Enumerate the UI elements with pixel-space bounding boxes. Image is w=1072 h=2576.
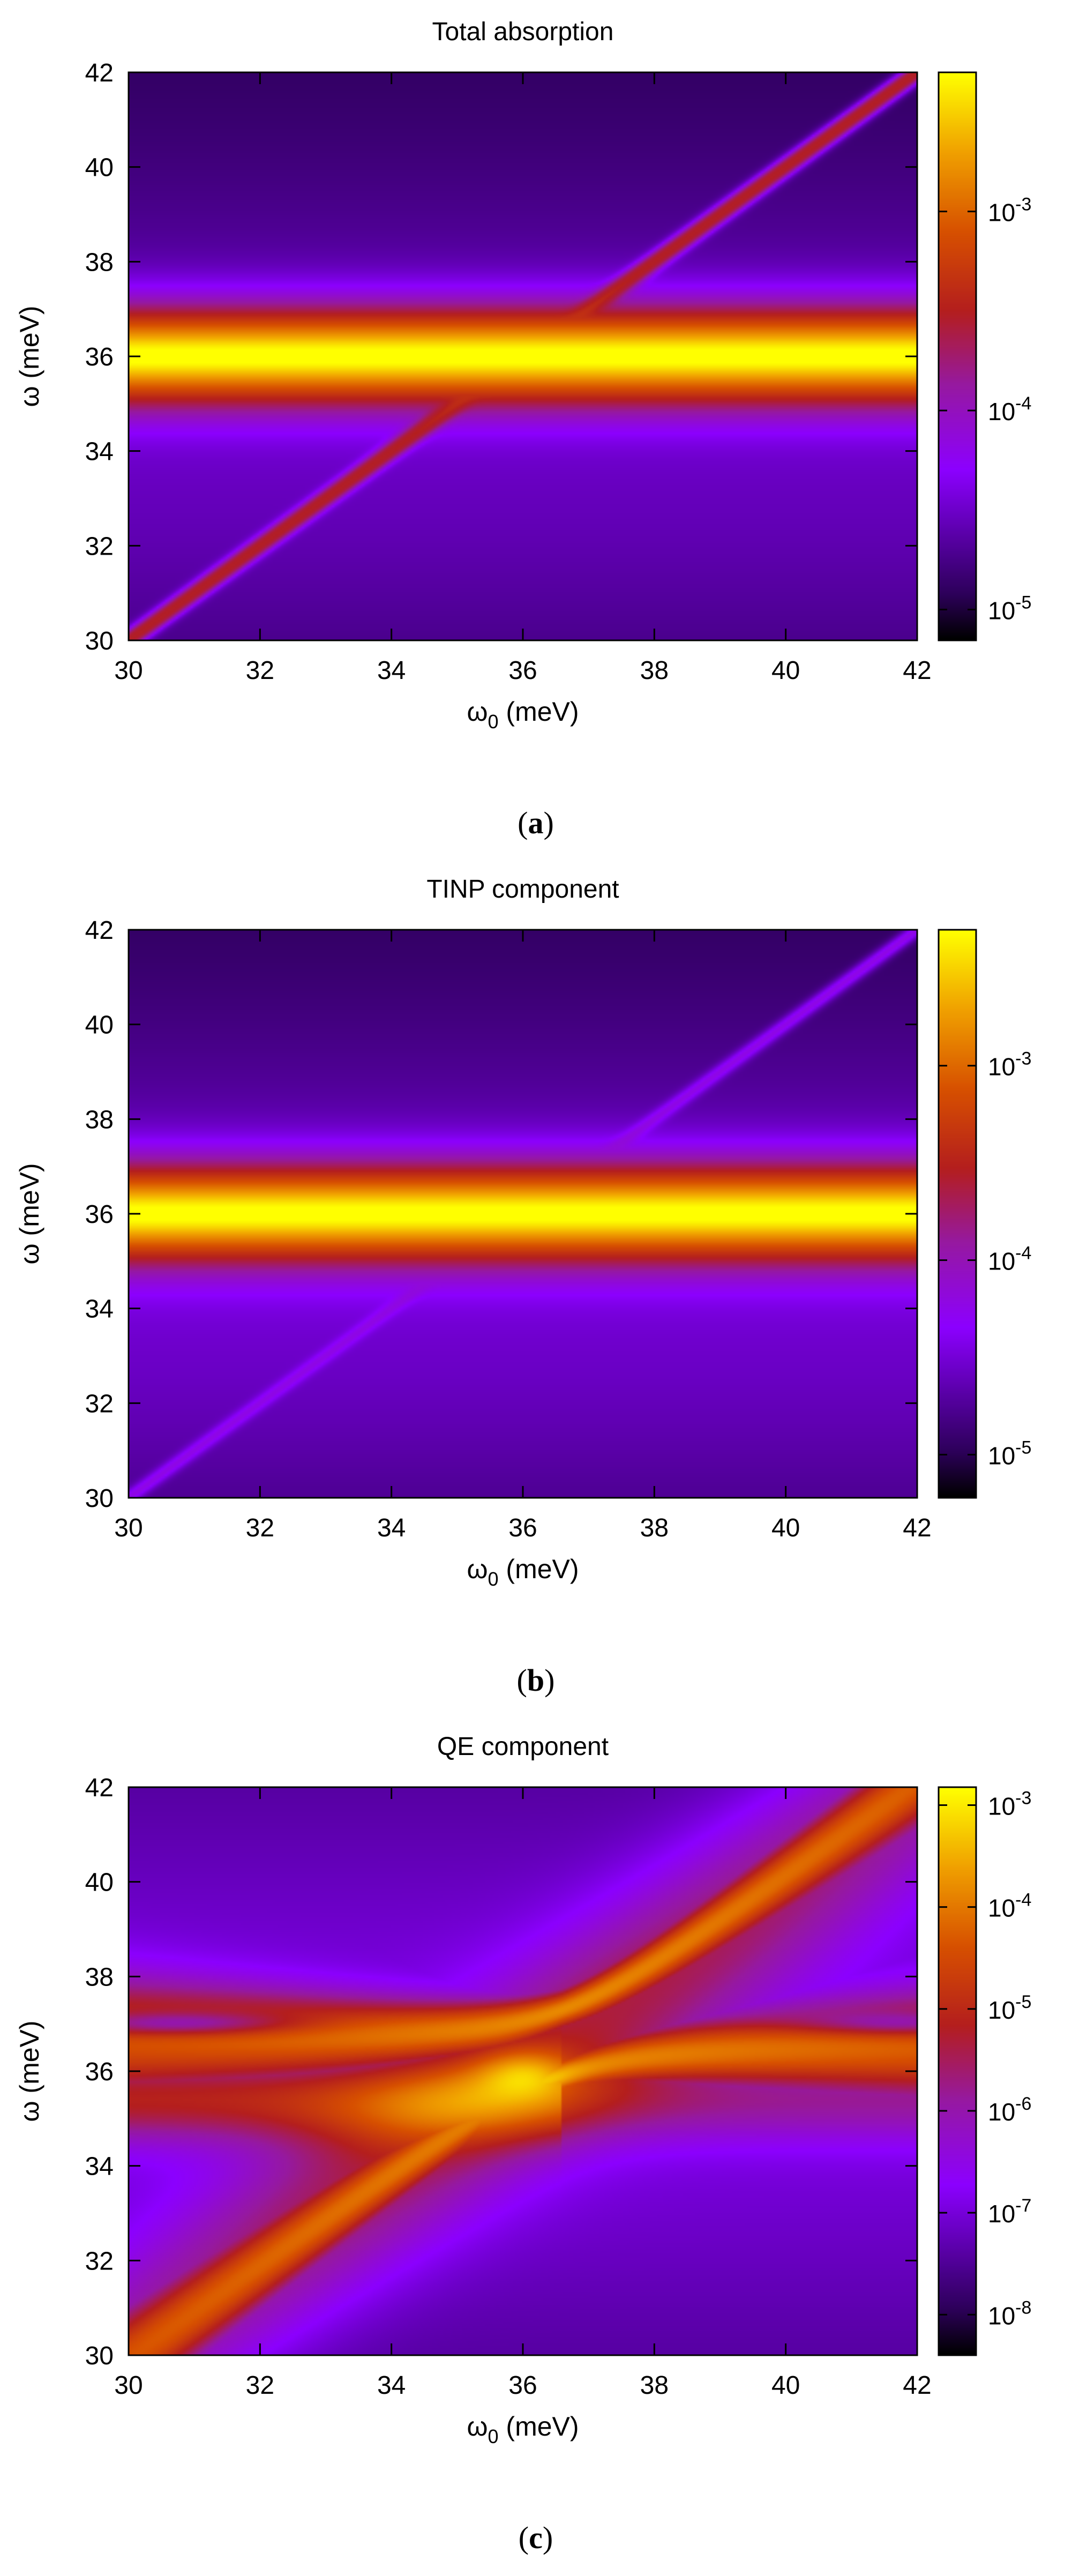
colorbar-tick-label: 10-3 (988, 1788, 1031, 1820)
heatmap-image (129, 72, 917, 640)
y-tick-label: 38 (85, 248, 114, 277)
x-tick-label: 30 (114, 2371, 143, 2400)
y-tick-label: 30 (85, 627, 114, 655)
y-axis-label: ω (meV) (14, 1163, 44, 1264)
x-tick-label: 38 (640, 2371, 669, 2400)
y-tick-label: 32 (85, 2247, 114, 2275)
y-tick-label: 30 (85, 1484, 114, 1513)
x-tick-label: 42 (903, 656, 931, 685)
colorbar-tick-label: 10-3 (988, 1049, 1031, 1081)
y-tick-label: 36 (85, 1200, 114, 1229)
colorbar-frame (938, 71, 977, 641)
x-tick-label: 40 (771, 2371, 800, 2400)
y-tick-label: 42 (85, 916, 114, 945)
colorbar-tick-label: 10-5 (988, 592, 1031, 624)
colorbar-tick-label: 10-6 (988, 2094, 1031, 2126)
x-tick-label: 36 (508, 2371, 537, 2400)
colorbar-tick-label: 10-7 (988, 2196, 1031, 2228)
y-tick-label: 34 (85, 1295, 114, 1324)
colorbar-tick-label: 10-4 (988, 1890, 1031, 1922)
y-tick-label: 38 (85, 1106, 114, 1134)
x-tick-label: 30 (114, 656, 143, 685)
chart-title: Total absorption (432, 18, 614, 46)
colorbar (939, 72, 976, 640)
x-tick-label: 30 (114, 1514, 143, 1542)
y-tick-label: 36 (85, 2058, 114, 2086)
y-tick-label: 42 (85, 59, 114, 87)
y-tick-label: 30 (85, 2342, 114, 2370)
y-tick-label: 40 (85, 1869, 114, 1897)
x-tick-label: 32 (246, 656, 274, 685)
colorbar-tick-label: 10-5 (988, 1437, 1031, 1469)
colorbar-tick-label: 10-3 (988, 195, 1031, 227)
colorbar-tick-label: 10-4 (988, 393, 1031, 425)
y-tick-label: 40 (85, 1011, 114, 1040)
y-tick-label: 42 (85, 1774, 114, 1802)
chart-panel-b: TINP component 30 32 34 36 38 40 42 30 32 34 36 38 40… (14, 875, 1031, 1698)
y-tick-label: 32 (85, 1390, 114, 1418)
y-axis-label: ω (meV) (14, 2020, 44, 2122)
panel-caption: (a) (518, 805, 554, 840)
x-tick-label: 32 (246, 2371, 274, 2400)
x-tick-label: 34 (377, 656, 406, 685)
y-tick-label: 38 (85, 1963, 114, 1991)
y-tick-label: 36 (85, 343, 114, 371)
y-tick-label: 40 (85, 154, 114, 182)
x-axis-label: ω0 (meV) (467, 697, 579, 733)
y-tick-label: 34 (85, 438, 114, 466)
colorbar-tick-label: 10-5 (988, 1992, 1031, 2024)
panel-caption: (c) (519, 2520, 553, 2555)
chart-title: QE component (437, 1733, 609, 1761)
y-tick-label: 34 (85, 2153, 114, 2181)
chart-title: TINP component (426, 875, 619, 904)
x-tick-label: 34 (377, 2371, 406, 2400)
x-tick-label: 36 (508, 656, 537, 685)
colorbar-frame (938, 929, 977, 1499)
x-tick-label: 38 (640, 656, 669, 685)
y-tick-label: 32 (85, 532, 114, 561)
x-tick-label: 36 (508, 1514, 537, 1542)
x-tick-label: 32 (246, 1514, 274, 1542)
colorbar-tick-label: 10-8 (988, 2297, 1031, 2329)
chart-panel-a: Total absorption 30 32 34 36 38 40 42 30 32 34 36 38… (14, 18, 1031, 840)
heatmap-image (129, 1787, 917, 2355)
colorbar (939, 1787, 976, 2355)
x-tick-label: 40 (771, 656, 800, 685)
x-tick-label: 34 (377, 1514, 406, 1542)
y-axis-label: ω (meV) (14, 305, 44, 407)
colorbar-tick-label: 10-4 (988, 1243, 1031, 1275)
chart-panel-c: QE component 30 32 34 36 38 40 42 30 32 34 36 38 40 42… (14, 1733, 1031, 2555)
colorbar-frame (938, 1786, 977, 2356)
x-axis-label: ω0 (meV) (467, 1554, 579, 1590)
colorbar (939, 930, 976, 1498)
x-tick-label: 38 (640, 1514, 669, 1542)
x-axis-label: ω0 (meV) (467, 2411, 579, 2447)
heatmap-image (129, 930, 917, 1498)
x-tick-label: 40 (771, 1514, 800, 1542)
panel-caption: (b) (517, 1663, 555, 1698)
x-tick-label: 42 (903, 2371, 931, 2400)
x-tick-label: 42 (903, 1514, 931, 1542)
